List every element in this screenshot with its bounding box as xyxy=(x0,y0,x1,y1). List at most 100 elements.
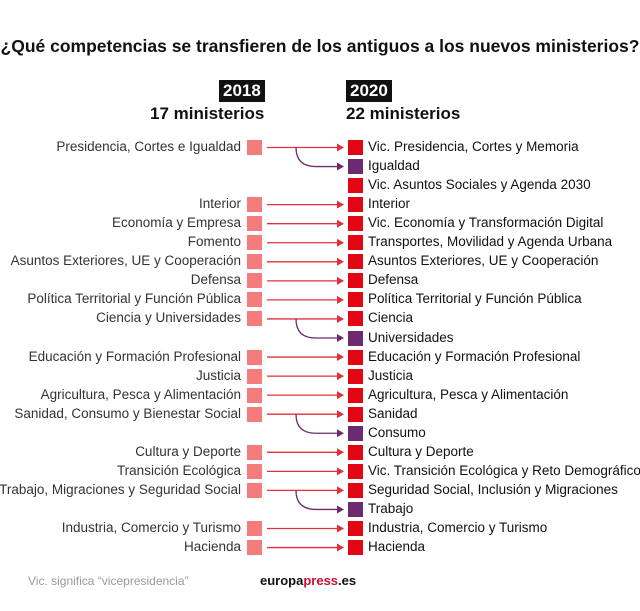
new-ministry-square xyxy=(348,254,363,270)
new-ministry-square xyxy=(348,463,363,479)
new-ministry-square xyxy=(348,425,363,441)
title: ¿Qué competencias se transfieren de los … xyxy=(0,36,640,56)
new-ministry-label: Defensa xyxy=(368,272,419,288)
old-ministry-label: Defensa xyxy=(190,272,241,288)
old-ministry-square xyxy=(247,273,262,289)
footnote: Vic. significa “vicepresidencia” xyxy=(28,574,189,588)
split-arrow-head xyxy=(337,162,344,171)
old-ministry-square xyxy=(247,406,262,422)
new-ministry-square xyxy=(348,140,363,155)
new-ministry-label: Sanidad xyxy=(368,405,418,421)
year-2020-badge: 2020 xyxy=(346,80,392,102)
new-ministry-square xyxy=(348,330,363,346)
split-arrow xyxy=(295,147,338,168)
arrow-head xyxy=(337,314,344,323)
old-ministry-label: Transición Ecológica xyxy=(116,462,241,478)
arrow-head xyxy=(337,143,344,152)
split-arrow-head xyxy=(337,429,344,438)
year-2018-badge: 2018 xyxy=(219,80,265,102)
new-ministry-label: Vic. Asuntos Sociales y Agenda 2030 xyxy=(368,177,591,193)
arrow-head xyxy=(337,391,344,400)
old-ministry-label: Economía y Empresa xyxy=(111,215,241,231)
new-ministry-square xyxy=(348,349,363,365)
old-ministry-label: Cultura y Deporte xyxy=(135,443,241,459)
arrow-head xyxy=(337,219,344,228)
old-ministry-label: Educación y Formación Profesional xyxy=(28,348,241,364)
new-ministry-label: Seguridad Social, Inclusión y Migracione… xyxy=(368,481,618,497)
new-ministry-label: Vic. Economía y Transformación Digital xyxy=(368,215,604,231)
split-arrow xyxy=(295,490,338,511)
arrow-head xyxy=(337,448,344,457)
old-ministry-square xyxy=(247,463,262,479)
old-ministry-square xyxy=(247,197,262,213)
arrow-head xyxy=(337,295,344,304)
old-ministry-label: Ciencia y Universidades xyxy=(96,310,241,326)
old-ministry-label: Interior xyxy=(198,196,241,212)
new-ministry-label: Hacienda xyxy=(368,539,426,555)
new-ministry-label: Transportes, Movilidad y Agenda Urbana xyxy=(368,234,613,250)
new-ministry-label: Justicia xyxy=(368,367,414,383)
arrow-head xyxy=(337,257,344,266)
arrow-head xyxy=(337,238,344,247)
new-ministry-label: Vic. Presidencia, Cortes y Memoria xyxy=(368,139,579,154)
arrow-head xyxy=(337,353,344,362)
new-ministry-square xyxy=(348,273,363,289)
new-ministry-label: Igualdad xyxy=(368,158,420,174)
left-count: 17 ministerios xyxy=(150,104,265,123)
old-ministry-label: Política Territorial y Función Pública xyxy=(27,291,241,307)
arrow-head xyxy=(337,543,344,552)
europapress-logo: europapress.es xyxy=(260,573,357,588)
old-ministry-square xyxy=(247,482,262,498)
old-ministry-square xyxy=(247,140,262,155)
old-ministry-square xyxy=(247,311,262,327)
old-ministry-label: Sanidad, Consumo y Bienestar Social xyxy=(14,405,241,421)
new-ministry-square xyxy=(348,216,363,232)
new-ministry-label: Vic. Transición Ecológica y Reto Demográ… xyxy=(368,462,640,478)
new-ministry-square xyxy=(348,235,363,251)
old-ministry-label: Trabajo, Migraciones y Seguridad Social xyxy=(0,481,241,497)
new-ministry-label: Cultura y Deporte xyxy=(368,443,474,459)
new-ministry-label: Ciencia xyxy=(368,310,414,326)
arrow-head xyxy=(337,372,344,381)
old-ministry-square xyxy=(247,292,262,308)
new-ministry-square xyxy=(348,368,363,384)
new-ministry-square xyxy=(348,311,363,327)
arrow-head xyxy=(337,524,344,533)
right-count: 22 ministerios xyxy=(346,104,461,123)
new-ministry-square xyxy=(348,540,363,556)
arrow-head xyxy=(337,200,344,209)
old-ministry-square xyxy=(247,540,262,556)
old-ministry-label: Hacienda xyxy=(183,539,241,555)
new-ministry-square xyxy=(348,292,363,308)
new-ministry-label: Asuntos Exteriores, UE y Cooperación xyxy=(368,253,599,269)
new-ministry-square xyxy=(348,159,363,175)
old-ministry-square xyxy=(247,235,262,251)
arrow-head xyxy=(337,467,344,476)
new-ministry-square xyxy=(348,178,363,194)
old-ministry-square xyxy=(247,254,262,270)
old-ministry-square xyxy=(247,444,262,460)
new-ministry-label: Universidades xyxy=(368,329,454,345)
new-ministry-square xyxy=(348,197,363,213)
new-ministry-label: Política Territorial y Función Pública xyxy=(368,291,582,307)
new-ministry-square xyxy=(348,406,363,422)
old-ministry-square xyxy=(247,387,262,403)
new-ministry-square xyxy=(348,501,363,517)
old-ministry-label: Fomento xyxy=(187,234,241,250)
old-ministry-square xyxy=(247,521,262,536)
new-ministry-square xyxy=(348,444,363,460)
arrow-head xyxy=(337,276,344,285)
split-arrow-head xyxy=(337,334,344,342)
new-ministry-label: Interior xyxy=(368,196,411,212)
split-arrow-head xyxy=(337,505,344,514)
arrow-head xyxy=(337,486,344,495)
old-ministry-label: Industria, Comercio y Turismo xyxy=(61,520,241,535)
old-ministry-label: Justicia xyxy=(195,367,241,383)
old-ministry-label: Presidencia, Cortes e Igualdad xyxy=(56,139,241,154)
arrow-head xyxy=(337,410,344,419)
split-arrow xyxy=(295,318,338,339)
new-ministry-square xyxy=(348,521,363,536)
new-ministry-square xyxy=(348,482,363,498)
